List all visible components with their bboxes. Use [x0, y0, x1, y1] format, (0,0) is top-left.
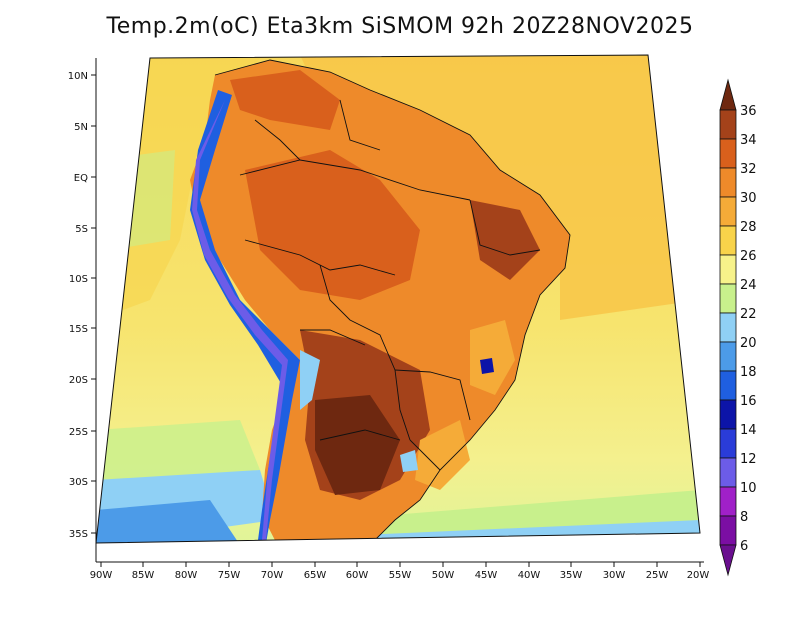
- colorbar-label-16: 16: [740, 394, 757, 409]
- lat-label-30s: 30S: [69, 477, 88, 488]
- country-borders: [214, 59, 571, 543]
- lat-label-eq: EQ: [74, 173, 88, 184]
- colorbar-swatch: [719, 457, 737, 488]
- map-frame: [95, 54, 701, 544]
- lon-label-85w: 85W: [132, 570, 155, 581]
- colorbar-swatch: [719, 196, 737, 227]
- map-title: Temp.2m(oC) Eta3km SiSMOM 92h 20Z28NOV20…: [106, 14, 694, 39]
- lon-label-70w: 70W: [261, 570, 284, 581]
- colorbar-labels: 36 34 32 30 28 26 24 22 20 18 16 14 12 1…: [740, 104, 757, 554]
- colorbar-swatch: [719, 428, 737, 459]
- lon-label-80w: 80W: [175, 570, 198, 581]
- colorbar-swatch: [719, 167, 737, 198]
- colorbar-label-12: 12: [740, 452, 757, 467]
- colorbar-bottom-arrow: [719, 544, 737, 577]
- colorbar-label-26: 26: [740, 249, 757, 264]
- lat-label-20s: 20S: [69, 375, 88, 386]
- colorbar-swatch: [719, 283, 737, 314]
- lon-label-60w: 60W: [346, 570, 369, 581]
- lon-axis: 90W 85W 80W 75W 70W 65W 60W 55W 50W 45W …: [90, 561, 710, 581]
- colorbar-swatch: [719, 370, 737, 401]
- colorbar-label-22: 22: [740, 307, 757, 322]
- lon-label-65w: 65W: [304, 570, 327, 581]
- colorbar-label-6: 6: [740, 539, 748, 554]
- lon-label-40w: 40W: [518, 570, 541, 581]
- lon-label-25w: 25W: [646, 570, 669, 581]
- lat-label-35s: 35S: [69, 529, 88, 540]
- lon-label-20w: 20W: [687, 570, 710, 581]
- lon-label-35w: 35W: [560, 570, 583, 581]
- colorbar-label-24: 24: [740, 278, 757, 293]
- lon-label-50w: 50W: [432, 570, 455, 581]
- lat-label-10n: 10N: [68, 71, 88, 82]
- colorbar-swatch: [719, 399, 737, 430]
- colorbar-swatch: [719, 515, 737, 546]
- continent: [190, 60, 570, 543]
- colorbar-label-14: 14: [740, 423, 757, 438]
- colorbar-swatch: [719, 225, 737, 256]
- colorbar-label-36: 36: [740, 104, 757, 119]
- colorbar-label-20: 20: [740, 336, 757, 351]
- colorbar-label-32: 32: [740, 162, 757, 177]
- lat-label-5n: 5N: [74, 122, 88, 133]
- lat-label-10s: 10S: [69, 274, 88, 285]
- temperature-field: [96, 55, 700, 543]
- lon-label-45w: 45W: [475, 570, 498, 581]
- colorbar-swatch: [719, 109, 737, 140]
- colorbar-label-30: 30: [740, 191, 757, 206]
- colorbar-label-10: 10: [740, 481, 757, 496]
- lat-label-5s: 5S: [75, 224, 88, 235]
- colorbar-swatch: [719, 341, 737, 372]
- colorbar-label-28: 28: [740, 220, 757, 235]
- colorbar-swatch: [719, 486, 737, 517]
- lon-label-75w: 75W: [218, 570, 241, 581]
- colorbar-label-8: 8: [740, 510, 748, 525]
- colorbar-swatch: [719, 312, 737, 343]
- colorbar-label-34: 34: [740, 133, 757, 148]
- lat-axis: 10N 5N EQ 5S 10S 15S 20S 25S 30S 35S: [68, 58, 97, 562]
- colorbar-label-18: 18: [740, 365, 757, 380]
- lat-label-25s: 25S: [69, 427, 88, 438]
- colorbar-swatch: [719, 138, 737, 169]
- lat-label-15s: 15S: [69, 324, 88, 335]
- lon-label-55w: 55W: [389, 570, 412, 581]
- colorbar-top-arrow: [719, 78, 737, 111]
- colorbar: [719, 78, 737, 577]
- colorbar-swatch: [719, 254, 737, 285]
- lon-label-90w: 90W: [90, 570, 113, 581]
- lon-label-30w: 30W: [603, 570, 626, 581]
